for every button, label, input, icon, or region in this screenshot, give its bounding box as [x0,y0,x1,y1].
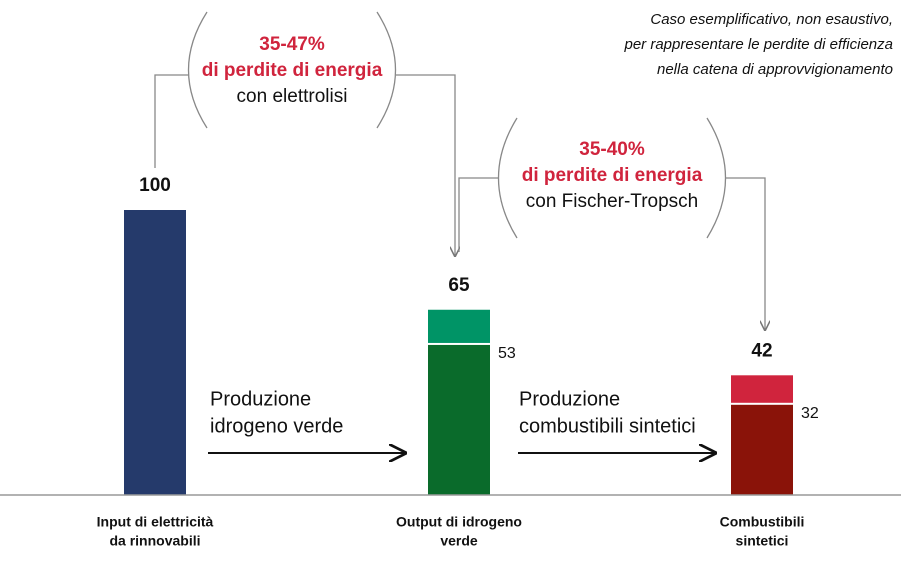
connector [396,74,455,256]
bracket [187,11,208,129]
note: Caso esemplificativo, non esaustivo, [650,11,893,28]
annotation-highlight: 35-40% [579,139,645,160]
bracket [376,11,397,129]
step-label: idrogeno verde [210,415,343,437]
separator [428,342,490,345]
separator [731,402,793,405]
annotation-highlight: 35-47% [259,34,325,55]
note: nella catena di approvvigionamento [657,61,893,78]
connector [726,177,765,330]
total-label: 65 [448,275,470,296]
annotation-highlight: di perdite di energia [522,165,703,186]
bar-inner [731,403,793,495]
note: per rappresentare le perdite di efficien… [624,36,894,53]
total-label: 100 [139,175,171,196]
bracket [706,117,727,239]
step-label: combustibili sintetici [519,415,696,437]
category-label: da rinnovabili [109,533,200,549]
total-label: 42 [751,340,772,361]
connector [154,74,189,168]
category-label: Output di idrogeno [396,514,522,530]
step-label: Produzione [519,388,620,410]
connector [458,177,498,252]
category-label: verde [440,533,478,549]
step-label: Produzione [210,388,311,410]
category-label: Input di elettricità [97,514,214,530]
annotation-highlight: di perdite di energia [202,60,383,81]
category-label: Combustibili [720,514,805,530]
annotation-text: con Fischer-Tropsch [526,191,698,212]
inner-label: 32 [801,405,819,422]
bar-inner [428,343,490,495]
bar [124,210,186,495]
category-label: sintetici [736,533,789,549]
inner-label: 53 [498,345,516,362]
connectors [154,11,765,330]
bracket [497,117,518,239]
annotation-text: con elettrolisi [237,86,348,107]
